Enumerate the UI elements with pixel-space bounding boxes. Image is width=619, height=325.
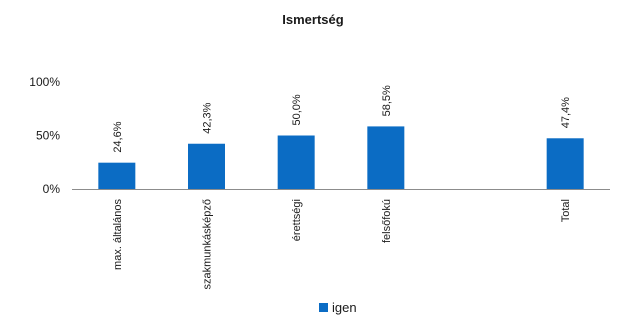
y-tick-label: 0% — [43, 182, 61, 196]
y-tick-label: 100% — [29, 75, 60, 89]
data-label: 47,4% — [560, 97, 572, 128]
data-label: 42,3% — [202, 102, 214, 133]
category-label: Total — [560, 199, 572, 222]
data-label: 58,5% — [381, 85, 393, 116]
data-label: 50,0% — [291, 94, 303, 125]
legend-label: igen — [332, 300, 357, 315]
bar — [188, 143, 225, 189]
legend: igen — [319, 300, 357, 315]
bars — [98, 126, 584, 189]
y-axis-ticks: 0% 50% 100% — [29, 75, 60, 196]
bar — [98, 162, 136, 189]
data-labels: 24,6% 42,3% 50,0% 58,5% 47,4% — [112, 85, 572, 153]
category-label: felsőfokú — [381, 199, 393, 243]
bar — [367, 126, 405, 189]
category-labels: max. általános szakmunkásképző érettségi fe… — [112, 199, 572, 290]
bar — [546, 138, 584, 189]
chart-title: Ismertség — [282, 12, 343, 27]
category-label: szakmunkásképző — [202, 199, 214, 290]
data-label: 24,6% — [112, 121, 124, 152]
category-label: érettségi — [291, 199, 303, 241]
bar — [277, 135, 315, 189]
legend-swatch — [319, 303, 328, 312]
y-tick-label: 50% — [36, 129, 60, 143]
category-label: max. általános — [112, 199, 124, 270]
